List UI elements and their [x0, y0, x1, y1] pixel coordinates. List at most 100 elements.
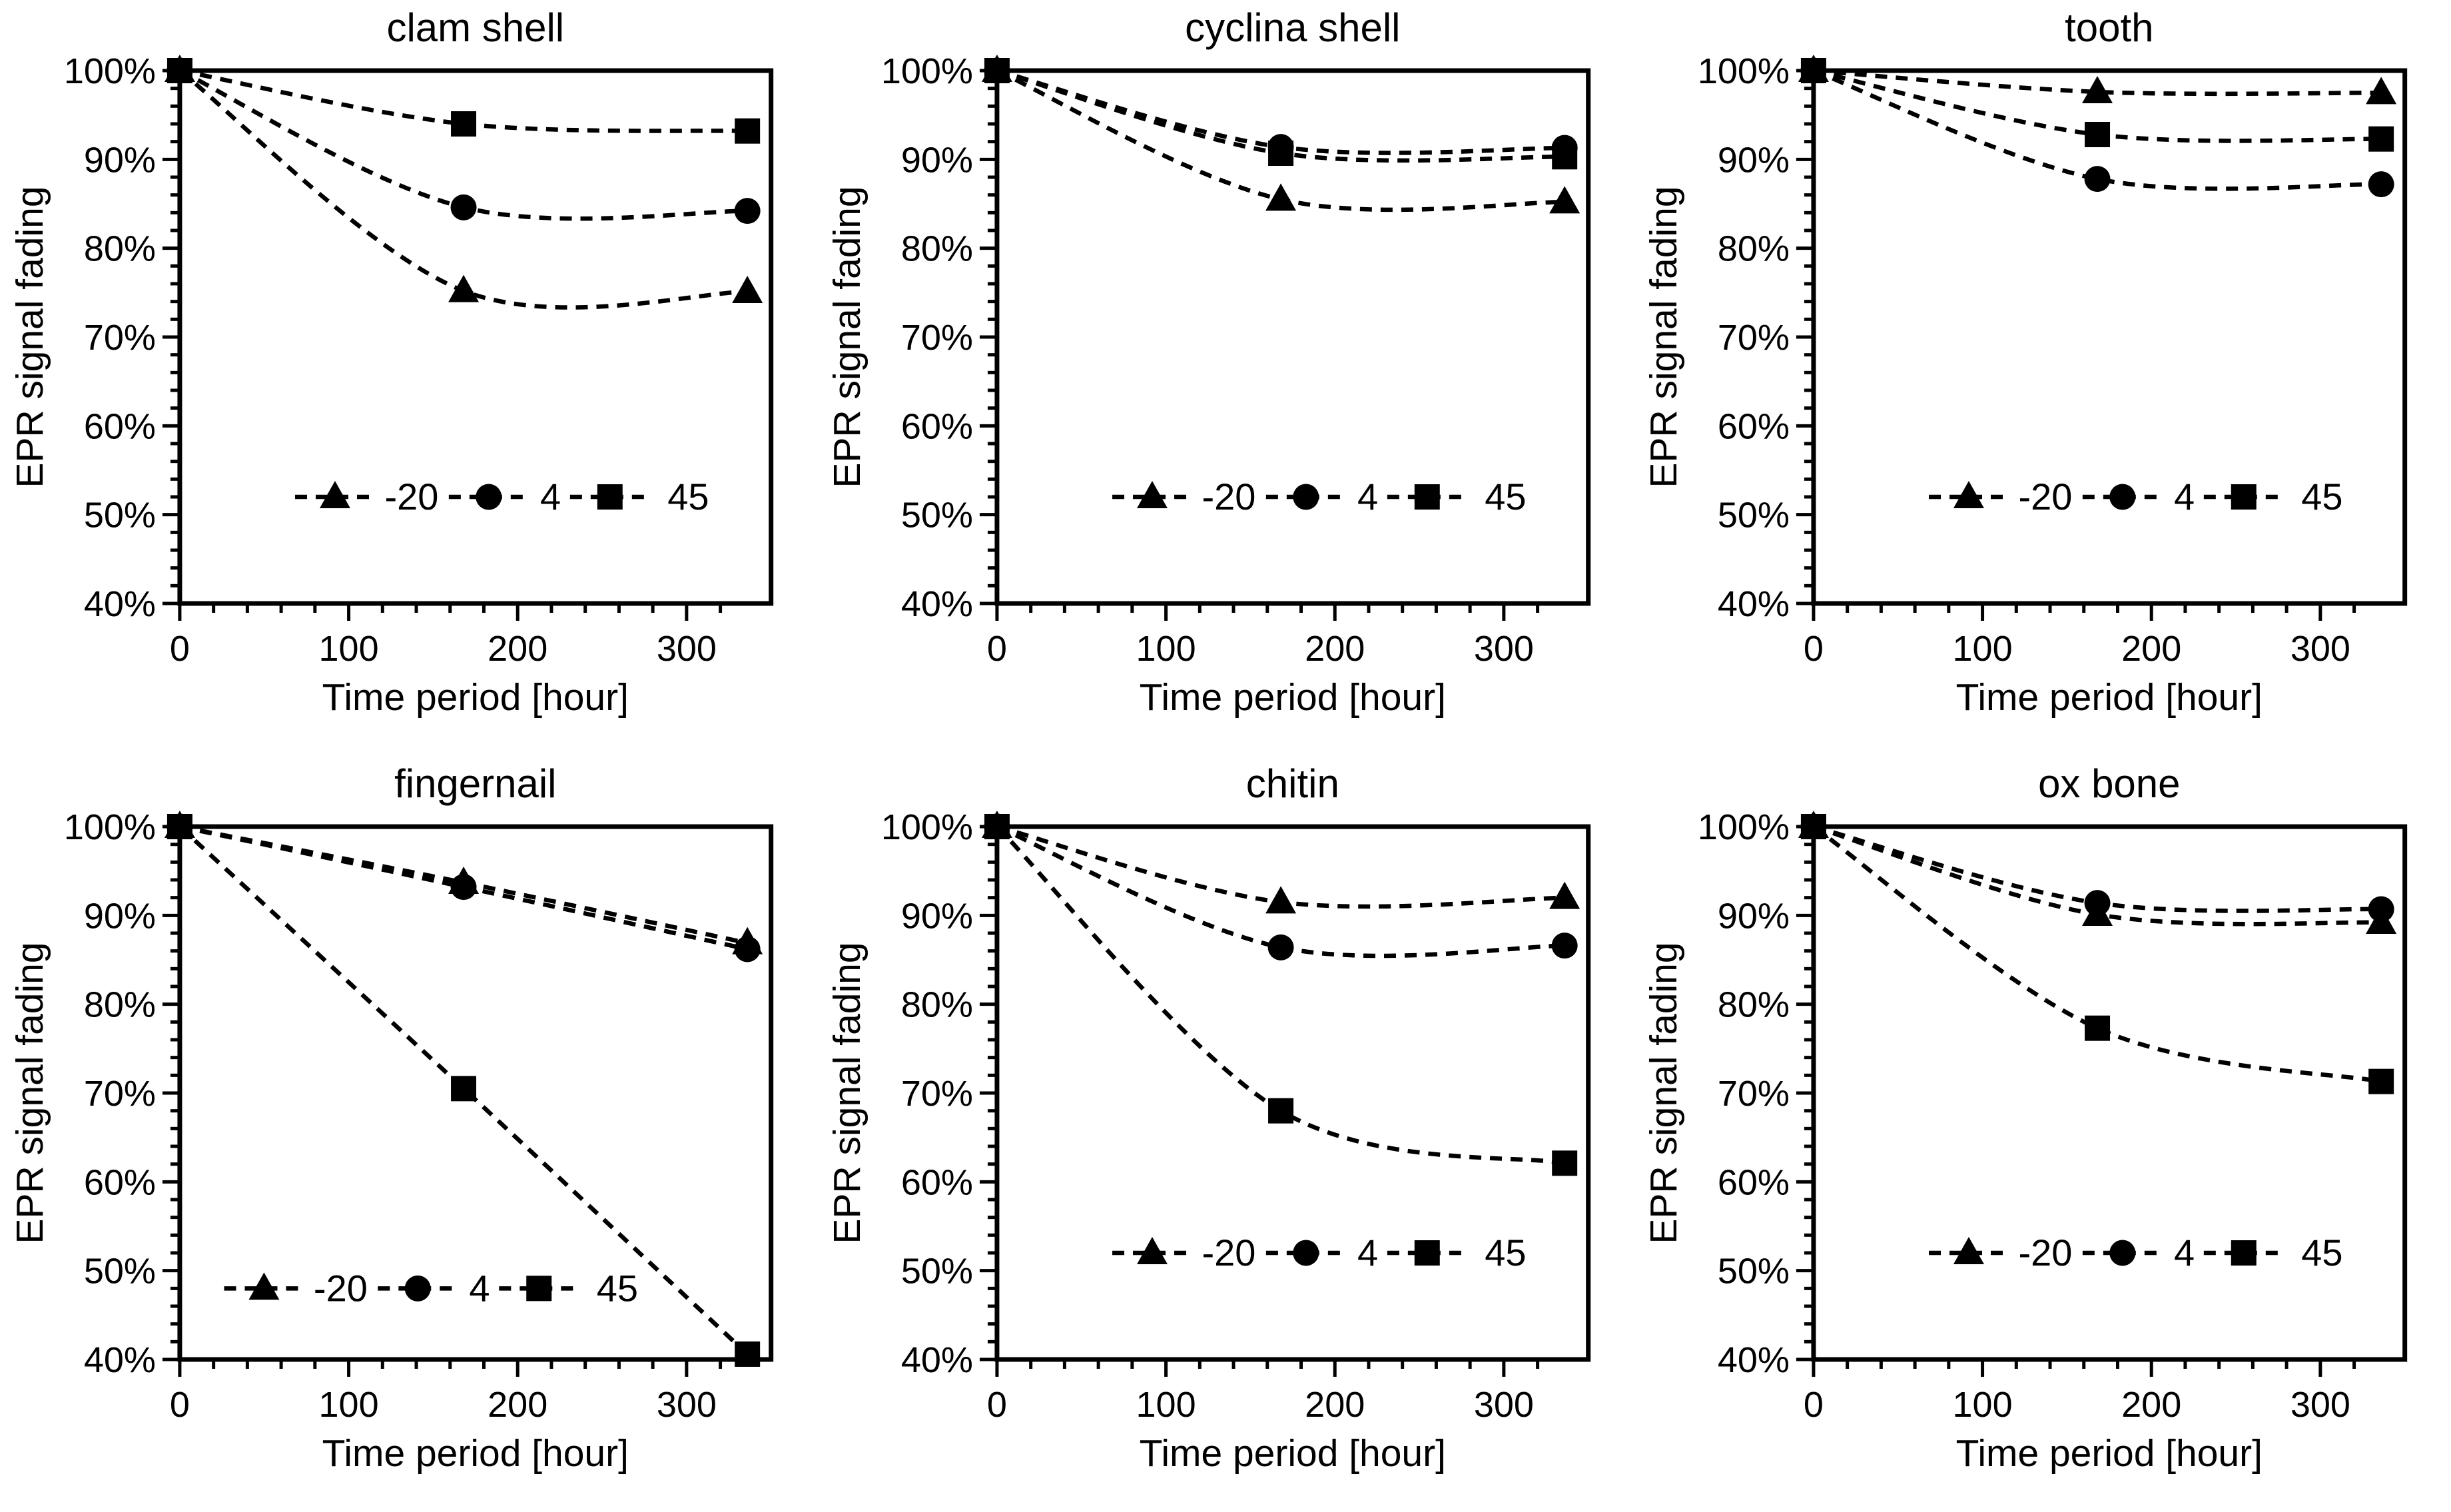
triangle-marker — [1265, 183, 1296, 211]
legend-triangle-marker — [319, 481, 350, 508]
x-tick-label: 300 — [1473, 1385, 1533, 1425]
y-tick-label: 70% — [1718, 318, 1790, 358]
square-marker — [1267, 141, 1293, 166]
x-tick-label: 200 — [488, 1385, 547, 1425]
y-tick-label: 80% — [84, 985, 156, 1025]
square-marker — [984, 814, 1010, 839]
square-marker — [451, 1076, 477, 1102]
chart-title: tooth — [2065, 5, 2153, 50]
y-tick-label: 40% — [1718, 1340, 1790, 1380]
legend-label: -20 — [2019, 1232, 2073, 1274]
x-tick-label: 100 — [1136, 1385, 1196, 1425]
x-axis-title: Time period [hour] — [1139, 676, 1445, 719]
y-tick-label: 70% — [901, 1074, 973, 1114]
square-marker — [1801, 814, 1827, 839]
y-tick-label: 60% — [84, 406, 156, 446]
chart-title: clam shell — [386, 5, 564, 50]
square-marker — [451, 111, 477, 137]
legend-triangle-marker — [1136, 481, 1168, 508]
x-tick-label: 300 — [657, 629, 717, 669]
legend-label: 4 — [2174, 1232, 2195, 1274]
circle-marker — [734, 936, 761, 962]
plot-border — [994, 824, 1590, 1362]
legend-circle-marker — [1292, 484, 1319, 510]
y-tick-label: 70% — [1718, 1074, 1790, 1114]
chart-cell-clam-shell: clam shell EPR signal fading Time period [… — [0, 0, 817, 756]
square-marker — [1551, 1150, 1577, 1176]
circle-marker — [450, 194, 477, 220]
series-line--20 — [1814, 68, 2382, 97]
circle-marker — [2084, 890, 2111, 917]
triangle-marker — [2366, 77, 2397, 105]
x-axis-title: Time period [hour] — [1956, 676, 2263, 719]
circle-marker — [1551, 933, 1578, 959]
chart-cell-fingernail: fingernail EPR signal fading Time period [… — [0, 756, 817, 1512]
y-tick-label: 40% — [901, 584, 973, 624]
chart-cell-chitin: chitin EPR signal fading Time period [hour… — [817, 756, 1634, 1512]
y-axis-title: EPR signal fading — [1642, 942, 1685, 1244]
legend-square-marker — [1414, 1240, 1440, 1266]
y-tick-label: 90% — [1718, 896, 1790, 936]
y-tick-label: 80% — [1718, 985, 1790, 1025]
y-tick-label: 90% — [901, 140, 973, 180]
legend-label: -20 — [2019, 476, 2073, 518]
y-axis-title: EPR signal fading — [826, 186, 869, 488]
y-tick-label: 100% — [881, 807, 973, 847]
y-tick-label: 40% — [901, 1340, 973, 1380]
square-marker — [2368, 126, 2394, 152]
x-tick-label: 0 — [987, 1385, 1007, 1425]
y-tick-label: 80% — [901, 985, 973, 1025]
chart-cell-tooth: tooth EPR signal fading Time period [hour]… — [1634, 0, 2451, 756]
y-tick-label: 80% — [1718, 229, 1790, 269]
y-tick-label: 70% — [84, 1074, 156, 1114]
legend-circle-marker — [404, 1275, 431, 1302]
plot-border — [1811, 68, 2408, 606]
triangle-marker — [1265, 886, 1296, 914]
triangle-marker — [1549, 881, 1580, 909]
legend-triangle-marker — [1953, 481, 1985, 508]
plot-border — [994, 68, 1590, 606]
chart-svg: ox bone EPR signal fading Time period [hou… — [1642, 761, 2408, 1475]
legend-label: 4 — [540, 476, 561, 518]
square-marker — [167, 58, 192, 83]
legend-circle-marker — [2109, 1240, 2136, 1266]
legend-square-marker — [2231, 484, 2257, 510]
square-marker — [1267, 1098, 1293, 1124]
legend-label: -20 — [384, 476, 438, 518]
legend-square-marker — [1414, 484, 1440, 510]
square-marker — [167, 814, 192, 839]
y-tick-label: 40% — [84, 584, 156, 624]
y-tick-label: 80% — [84, 229, 156, 269]
y-tick-label: 90% — [1718, 140, 1790, 180]
chart-cell-cyclina-shell: cyclina shell EPR signal fading Time perio… — [817, 0, 1634, 756]
chart-title: cyclina shell — [1185, 5, 1400, 50]
legend-label: 4 — [2174, 476, 2195, 518]
chart-svg: fingernail EPR signal fading Time period [… — [9, 761, 774, 1475]
legend-label: 45 — [1485, 1232, 1526, 1274]
y-tick-label: 90% — [901, 896, 973, 936]
x-tick-label: 300 — [1473, 629, 1533, 669]
series-line--20 — [178, 69, 748, 310]
chart-title: chitin — [1245, 761, 1339, 806]
circle-marker — [450, 874, 477, 901]
legend-circle-marker — [2109, 484, 2136, 510]
legend-triangle-marker — [248, 1272, 280, 1300]
legend-circle-marker — [476, 484, 502, 510]
y-tick-label: 90% — [84, 896, 156, 936]
y-tick-label: 50% — [901, 496, 973, 536]
chart-title: ox bone — [2038, 761, 2180, 806]
chart-svg: cyclina shell EPR signal fading Time perio… — [826, 5, 1590, 719]
square-marker — [2085, 1015, 2111, 1041]
y-axis-title: EPR signal fading — [9, 942, 51, 1244]
y-tick-label: 60% — [901, 406, 973, 446]
square-marker — [2085, 122, 2111, 147]
x-axis-title: Time period [hour] — [1139, 1432, 1445, 1475]
legend-label: 4 — [1357, 1232, 1378, 1274]
x-tick-label: 0 — [170, 1385, 190, 1425]
y-tick-label: 40% — [84, 1340, 156, 1380]
legend-label: 45 — [597, 1267, 638, 1309]
series-line-45 — [1812, 825, 2382, 1084]
x-tick-label: 300 — [2290, 1385, 2350, 1425]
y-tick-label: 100% — [1698, 807, 1790, 847]
